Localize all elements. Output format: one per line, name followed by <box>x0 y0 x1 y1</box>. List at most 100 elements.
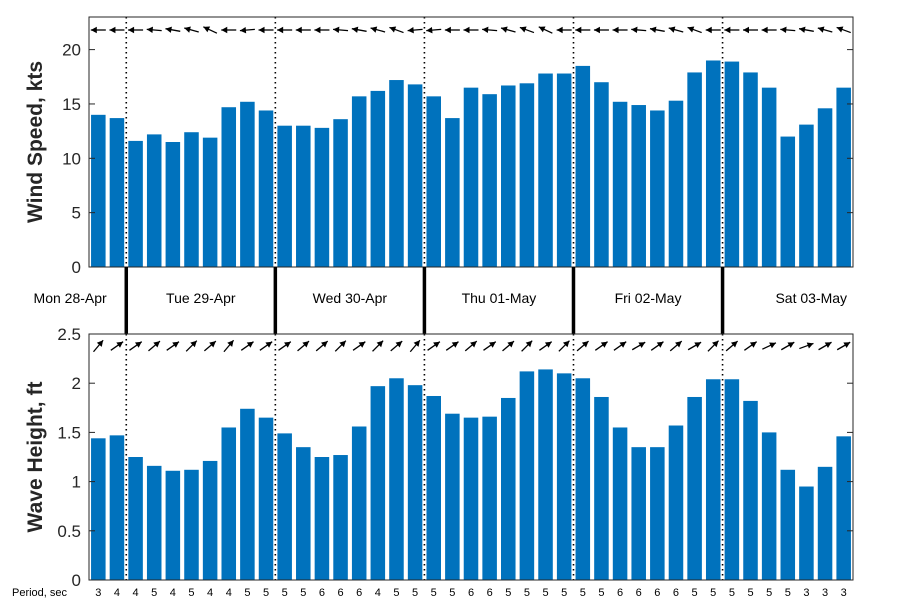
bar <box>743 400 758 580</box>
direction-arrow <box>372 340 384 352</box>
arrow-head <box>376 340 384 348</box>
period-value: 5 <box>729 587 735 599</box>
direction-arrow <box>594 341 608 351</box>
bar <box>556 373 572 580</box>
period-value: 4 <box>207 587 213 599</box>
period-value: 5 <box>244 587 250 599</box>
direction-arrow <box>110 341 124 351</box>
direction-arrow <box>334 340 347 352</box>
wind-speed-panel: 0 5 10 15 20 Wind Speed, kts <box>24 16 854 277</box>
period-value: 5 <box>766 587 772 599</box>
direction-arrow <box>762 342 777 350</box>
period-value: 5 <box>692 587 698 599</box>
direction-arrow <box>240 341 254 351</box>
bar <box>333 119 348 267</box>
bar <box>445 118 460 267</box>
direction-arrow <box>409 339 421 353</box>
direction-arrow <box>818 341 832 351</box>
direction-arrow <box>558 340 570 352</box>
bar <box>482 94 497 267</box>
direction-arrow <box>705 26 721 34</box>
direction-arrow <box>128 26 144 34</box>
bar <box>575 65 591 267</box>
bar <box>146 465 162 580</box>
arrow-head <box>203 26 211 33</box>
arrow-head <box>284 341 291 348</box>
arrow-head <box>314 26 321 34</box>
direction-arrow <box>668 26 684 33</box>
direction-arrow <box>761 26 777 34</box>
arrow-head <box>190 340 197 348</box>
direction-arrow <box>687 341 702 351</box>
bar <box>687 72 702 267</box>
direction-arrow <box>556 26 572 34</box>
arrow-head <box>836 26 844 33</box>
arrow-head <box>761 26 768 34</box>
arrow-head <box>806 342 814 349</box>
arrow-head <box>694 342 702 349</box>
bar <box>501 397 516 580</box>
direction-arrow <box>129 341 143 351</box>
arrow-head <box>134 341 142 348</box>
bar <box>445 413 460 580</box>
arrow-head <box>730 341 738 348</box>
direction-arrow <box>631 26 647 34</box>
direction-arrow <box>483 341 497 351</box>
arrow-head <box>451 341 459 348</box>
direction-arrow <box>463 26 479 34</box>
period-value: 3 <box>95 587 101 599</box>
bar <box>165 142 181 267</box>
direction-arrow <box>836 26 851 34</box>
arrow-head <box>116 341 124 348</box>
period-value: 4 <box>170 587 176 599</box>
arrow-head <box>638 342 646 349</box>
arrow-head <box>339 340 346 348</box>
bar <box>631 447 646 580</box>
direction-arrow <box>502 340 515 352</box>
arrow-head <box>743 26 750 34</box>
arrow-head <box>749 341 757 348</box>
direction-arrow <box>743 26 759 34</box>
arrow-head <box>321 341 328 348</box>
arrow-head <box>593 26 600 34</box>
day-label: Wed 30-Apr <box>313 290 388 306</box>
direction-arrow <box>707 340 720 352</box>
direction-arrow <box>223 339 235 353</box>
bar <box>668 100 684 268</box>
arrow-head <box>90 26 97 34</box>
bar <box>128 457 143 580</box>
period-value: 5 <box>263 587 269 599</box>
bar <box>128 140 143 267</box>
direction-arrow <box>90 26 106 34</box>
y-tick-label: 0 <box>72 571 81 590</box>
bar <box>631 105 646 267</box>
bar <box>463 417 479 580</box>
period-value: 3 <box>803 587 809 599</box>
arrow-head <box>817 26 825 33</box>
bar <box>258 417 274 580</box>
y-axis-label: Wind Speed, kts <box>24 61 47 223</box>
period-row-label: Period, sec <box>12 587 68 599</box>
bar <box>240 408 255 580</box>
arrow-head <box>656 341 664 348</box>
arrow-head <box>221 26 228 34</box>
arrow-head <box>146 26 154 34</box>
direction-arrow <box>687 26 702 34</box>
direction-arrow <box>277 26 293 34</box>
direction-arrow <box>836 341 851 351</box>
period-value: 5 <box>747 587 753 599</box>
arrow-head <box>109 26 116 34</box>
bar <box>351 426 367 580</box>
period-value: 4 <box>114 587 120 599</box>
direction-arrow <box>669 340 683 352</box>
arrow-head <box>769 342 776 349</box>
arrow-head <box>444 26 451 34</box>
period-value: 5 <box>710 587 716 599</box>
bar <box>146 134 162 267</box>
arrow-head <box>407 26 414 34</box>
bar <box>296 125 311 268</box>
arrow-head <box>631 26 638 34</box>
direction-arrow <box>333 26 349 34</box>
direction-arrow <box>390 340 403 352</box>
arrow-head <box>600 341 608 348</box>
